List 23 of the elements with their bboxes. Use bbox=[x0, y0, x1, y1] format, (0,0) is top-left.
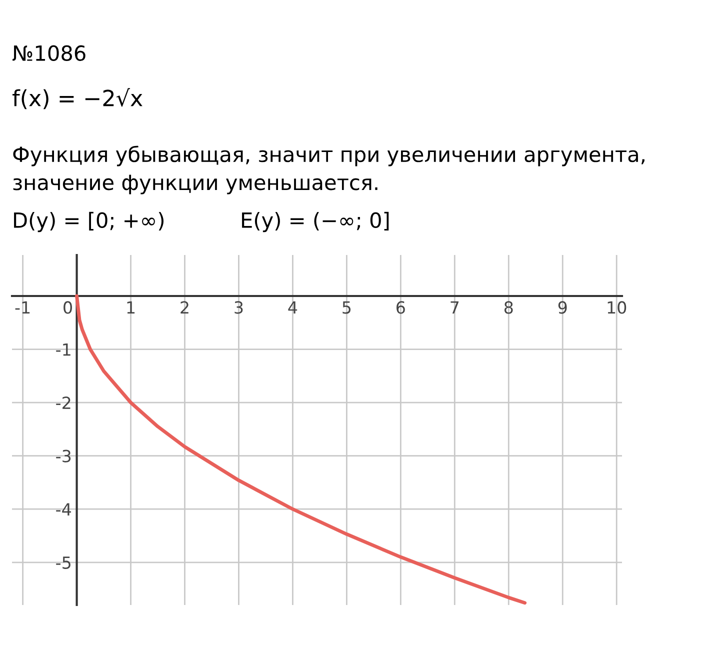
x-tick-label: 2 bbox=[180, 301, 188, 314]
x-tick-label: 1 bbox=[127, 301, 135, 314]
x-tick-label: 4 bbox=[288, 301, 298, 314]
x-tick-label: 10 bbox=[608, 301, 626, 314]
text: Функция убывающая, значит при увеличении аргумента, значение функции уменьшается. bbox=[13, 146, 644, 194]
text: E(y) = (−∞; 0] bbox=[242, 212, 389, 232]
y-tick-label: -2 bbox=[56, 396, 70, 409]
y-tick-label: -4 bbox=[56, 503, 71, 516]
chart-title: №1086 bbox=[12, 45, 86, 62]
y-tick-label: -5 bbox=[56, 556, 70, 569]
y-tick-label: -1 bbox=[56, 343, 70, 356]
y-tick-label: -3 bbox=[56, 450, 71, 462]
text: D(y) = [0; +∞) bbox=[14, 212, 164, 232]
x-tick-label: 8 bbox=[504, 301, 513, 314]
x-tick-label: 0 bbox=[64, 301, 72, 314]
line-series bbox=[75, 294, 527, 605]
text: f(x) = −2√x bbox=[12, 88, 142, 110]
x-tick-label: 9 bbox=[558, 301, 567, 314]
x-tick-label: 7 bbox=[450, 301, 459, 314]
x-tick-label: 3 bbox=[234, 301, 243, 314]
x-tick-label: 6 bbox=[396, 301, 405, 314]
x-tick-label: 5 bbox=[342, 301, 351, 314]
x-tick-label: -1 bbox=[15, 301, 30, 314]
